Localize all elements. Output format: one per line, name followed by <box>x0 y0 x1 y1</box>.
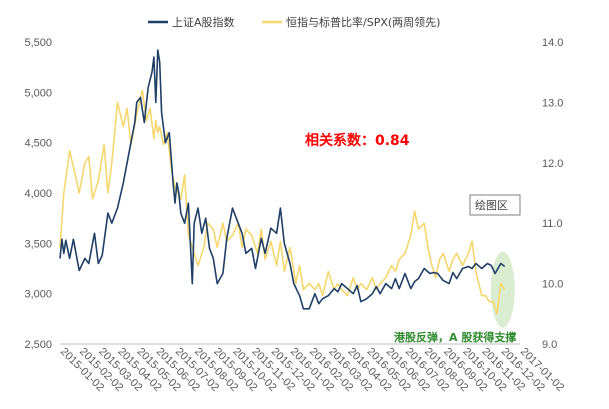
series-line-ratio <box>59 89 506 315</box>
plot-area-label: 绘图区 <box>475 198 508 212</box>
right-tick-label: 11.0 <box>542 218 563 230</box>
right-tick-label: 13.0 <box>542 97 563 109</box>
left-tick-label: 4,500 <box>24 138 52 150</box>
left-tick-label: 3,500 <box>24 238 52 250</box>
series-line-sse <box>59 49 506 310</box>
series-layer <box>59 49 506 315</box>
right-y-axis: 9.0 10.0 11.0 12.0 13.0 14.0 <box>542 37 563 351</box>
right-tick-label: 14.0 <box>542 37 563 49</box>
annotation-text: 港股反弹，A 股获得支撑 <box>394 330 516 344</box>
left-tick-label: 3,000 <box>24 289 52 301</box>
highlight-ellipse <box>490 251 515 328</box>
right-tick-label: 9.0 <box>542 339 557 351</box>
left-tick-label: 4,000 <box>24 188 52 200</box>
left-tick-label: 5,000 <box>24 87 52 99</box>
plot-area-tooltip: 绘图区 <box>469 194 521 216</box>
legend: 上证A股指数 恒指与标普比率/SPX(两周领先) <box>148 15 440 29</box>
left-tick-label: 2,500 <box>24 339 52 351</box>
legend-label-sse: 上证A股指数 <box>172 15 235 29</box>
legend-label-ratio: 恒指与标普比率/SPX(两周领先) <box>286 15 440 29</box>
left-tick-label: 5,500 <box>24 37 52 49</box>
right-tick-label: 10.0 <box>542 279 563 291</box>
x-axis: 2015-01-022015-02-022015-03-022015-04-02… <box>58 346 566 394</box>
left-y-axis: 2,500 3,000 3,500 4,000 4,500 5,000 5,500 <box>24 37 52 351</box>
right-tick-label: 12.0 <box>542 158 563 170</box>
highlight-ellipse-shape <box>490 251 515 328</box>
correlation-label: 相关系数：0.84 <box>305 132 410 149</box>
